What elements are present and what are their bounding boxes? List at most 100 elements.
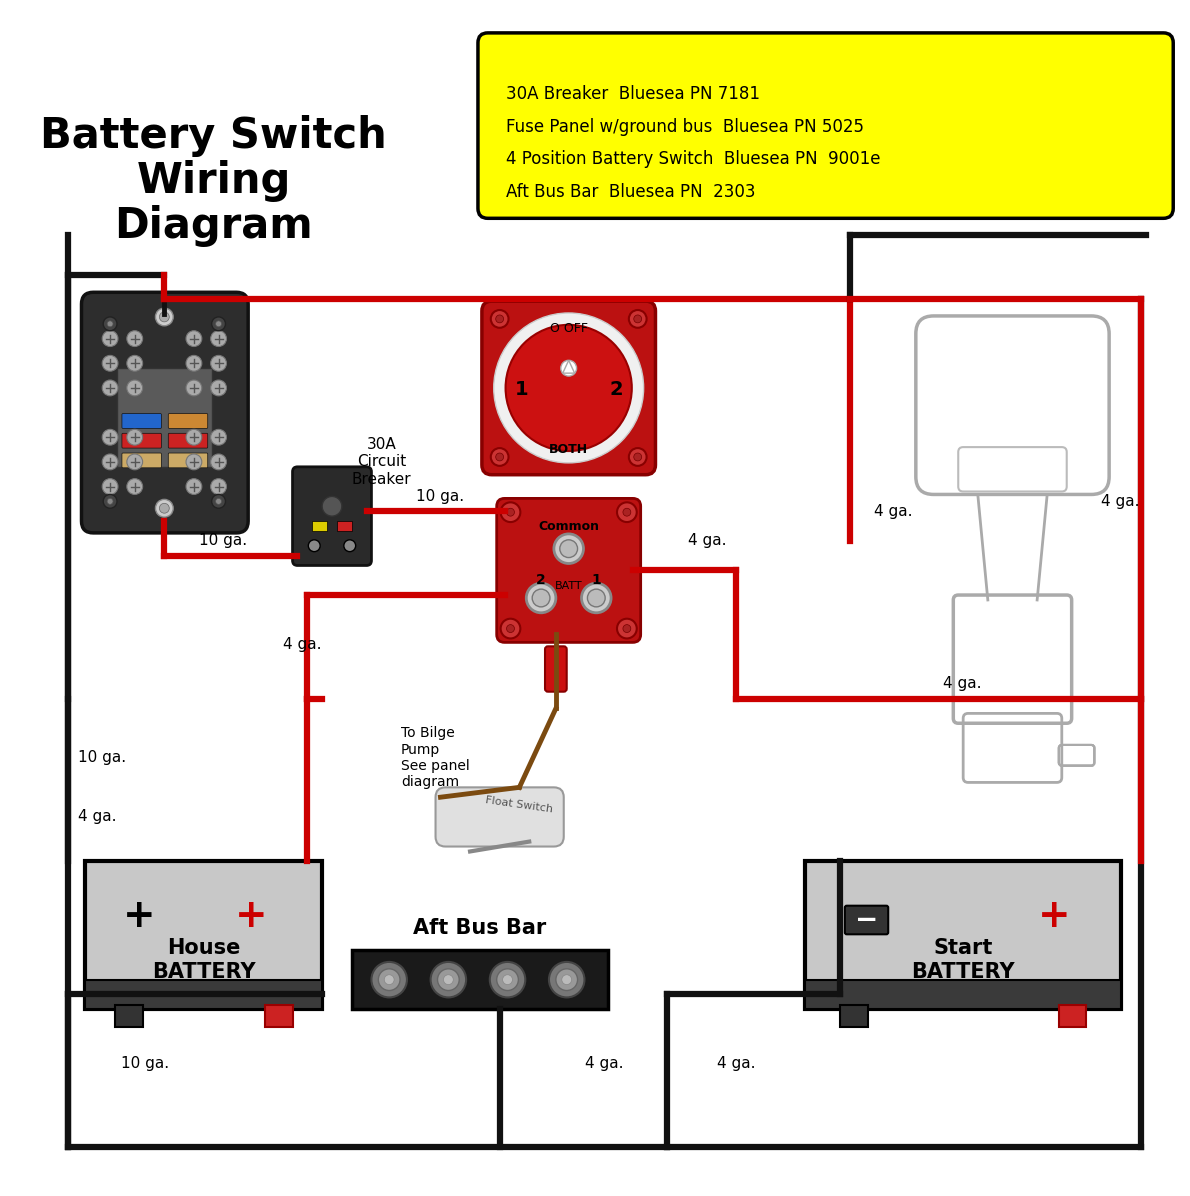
Circle shape xyxy=(127,478,143,494)
Circle shape xyxy=(560,360,577,376)
Circle shape xyxy=(553,533,583,563)
Circle shape xyxy=(322,496,342,517)
Bar xyxy=(115,1006,143,1027)
FancyBboxPatch shape xyxy=(168,433,208,448)
Circle shape xyxy=(308,539,320,551)
Text: 4 ga.: 4 ga. xyxy=(875,504,913,519)
Bar xyxy=(312,521,327,531)
Circle shape xyxy=(496,453,503,460)
Circle shape xyxy=(628,448,646,466)
Bar xyxy=(1059,1006,1086,1027)
FancyBboxPatch shape xyxy=(121,453,162,468)
Circle shape xyxy=(107,499,113,505)
Circle shape xyxy=(532,590,550,606)
Circle shape xyxy=(102,355,118,371)
Circle shape xyxy=(186,454,202,470)
Circle shape xyxy=(431,962,466,997)
Text: 4 ga.: 4 ga. xyxy=(585,1056,624,1070)
Circle shape xyxy=(211,331,226,347)
Circle shape xyxy=(211,454,226,470)
Circle shape xyxy=(634,453,641,460)
Text: Aft Bus Bar: Aft Bus Bar xyxy=(413,919,546,939)
Text: BOTH: BOTH xyxy=(549,443,588,456)
Text: Battery Switch
Wiring
Diagram: Battery Switch Wiring Diagram xyxy=(40,115,387,248)
Circle shape xyxy=(211,355,226,371)
Circle shape xyxy=(102,380,118,396)
Circle shape xyxy=(588,590,606,606)
Circle shape xyxy=(102,331,118,347)
Text: 2: 2 xyxy=(537,573,546,587)
Circle shape xyxy=(186,331,202,347)
Circle shape xyxy=(490,962,525,997)
Polygon shape xyxy=(563,360,575,373)
Circle shape xyxy=(127,355,143,371)
Circle shape xyxy=(562,975,571,984)
Text: 1: 1 xyxy=(514,380,528,399)
Text: 4 ga.: 4 ga. xyxy=(1101,494,1140,508)
Bar xyxy=(265,1006,293,1027)
Text: 1: 1 xyxy=(591,573,601,587)
Circle shape xyxy=(384,975,394,984)
Circle shape xyxy=(628,310,646,328)
Circle shape xyxy=(127,331,143,347)
Circle shape xyxy=(102,429,118,445)
FancyBboxPatch shape xyxy=(496,499,640,642)
Circle shape xyxy=(186,380,202,396)
Text: +: + xyxy=(1038,897,1070,934)
FancyBboxPatch shape xyxy=(81,292,249,533)
FancyBboxPatch shape xyxy=(121,433,162,448)
Circle shape xyxy=(616,502,637,523)
Circle shape xyxy=(506,325,632,451)
Circle shape xyxy=(215,499,221,505)
Circle shape xyxy=(211,429,226,445)
Text: O OFF: O OFF xyxy=(550,322,588,335)
Text: 30A Breaker  Bluesea PN 7181: 30A Breaker Bluesea PN 7181 xyxy=(506,85,759,103)
FancyBboxPatch shape xyxy=(545,646,566,691)
Circle shape xyxy=(622,508,631,517)
Text: BATT: BATT xyxy=(555,581,582,591)
Circle shape xyxy=(496,969,519,990)
Circle shape xyxy=(104,317,117,331)
Text: Fuse Panel w/ground bus  Bluesea PN 5025: Fuse Panel w/ground bus Bluesea PN 5025 xyxy=(506,117,864,135)
Bar xyxy=(117,368,212,466)
Circle shape xyxy=(501,618,520,639)
Circle shape xyxy=(582,584,612,612)
Circle shape xyxy=(616,618,637,639)
Circle shape xyxy=(634,315,641,323)
FancyBboxPatch shape xyxy=(168,453,208,468)
Bar xyxy=(840,1006,868,1027)
Circle shape xyxy=(104,494,117,508)
FancyBboxPatch shape xyxy=(478,33,1173,219)
Circle shape xyxy=(490,448,508,466)
Circle shape xyxy=(212,317,225,331)
Circle shape xyxy=(507,508,514,517)
FancyBboxPatch shape xyxy=(436,787,564,847)
Text: 4 ga.: 4 ga. xyxy=(688,533,726,548)
Circle shape xyxy=(107,321,113,327)
Text: 4 ga.: 4 ga. xyxy=(944,676,982,691)
Circle shape xyxy=(496,315,503,323)
Circle shape xyxy=(371,962,407,997)
FancyBboxPatch shape xyxy=(482,301,656,475)
Text: House
BATTERY: House BATTERY xyxy=(152,939,256,982)
Circle shape xyxy=(186,478,202,494)
Text: 4 Position Battery Switch  Bluesea PN  9001e: 4 Position Battery Switch Bluesea PN 900… xyxy=(506,151,881,169)
Text: 10 ga.: 10 ga. xyxy=(77,750,126,765)
Text: 4 ga.: 4 ga. xyxy=(718,1056,756,1070)
FancyBboxPatch shape xyxy=(845,905,888,934)
Circle shape xyxy=(344,539,356,551)
Circle shape xyxy=(444,975,453,984)
Bar xyxy=(352,950,608,1009)
Circle shape xyxy=(159,312,169,322)
FancyBboxPatch shape xyxy=(121,414,162,428)
Circle shape xyxy=(549,962,584,997)
Text: 2: 2 xyxy=(609,380,622,399)
Text: To Bilge
Pump
See panel
diagram: To Bilge Pump See panel diagram xyxy=(401,726,470,789)
Text: Aft Bus Bar  Bluesea PN  2303: Aft Bus Bar Bluesea PN 2303 xyxy=(506,183,756,201)
Text: +: + xyxy=(124,897,156,934)
Circle shape xyxy=(502,975,513,984)
Text: Float Switch: Float Switch xyxy=(486,795,553,814)
Text: +: + xyxy=(234,897,268,934)
Bar xyxy=(806,861,1121,1009)
Text: Start
BATTERY: Start BATTERY xyxy=(912,939,1015,982)
